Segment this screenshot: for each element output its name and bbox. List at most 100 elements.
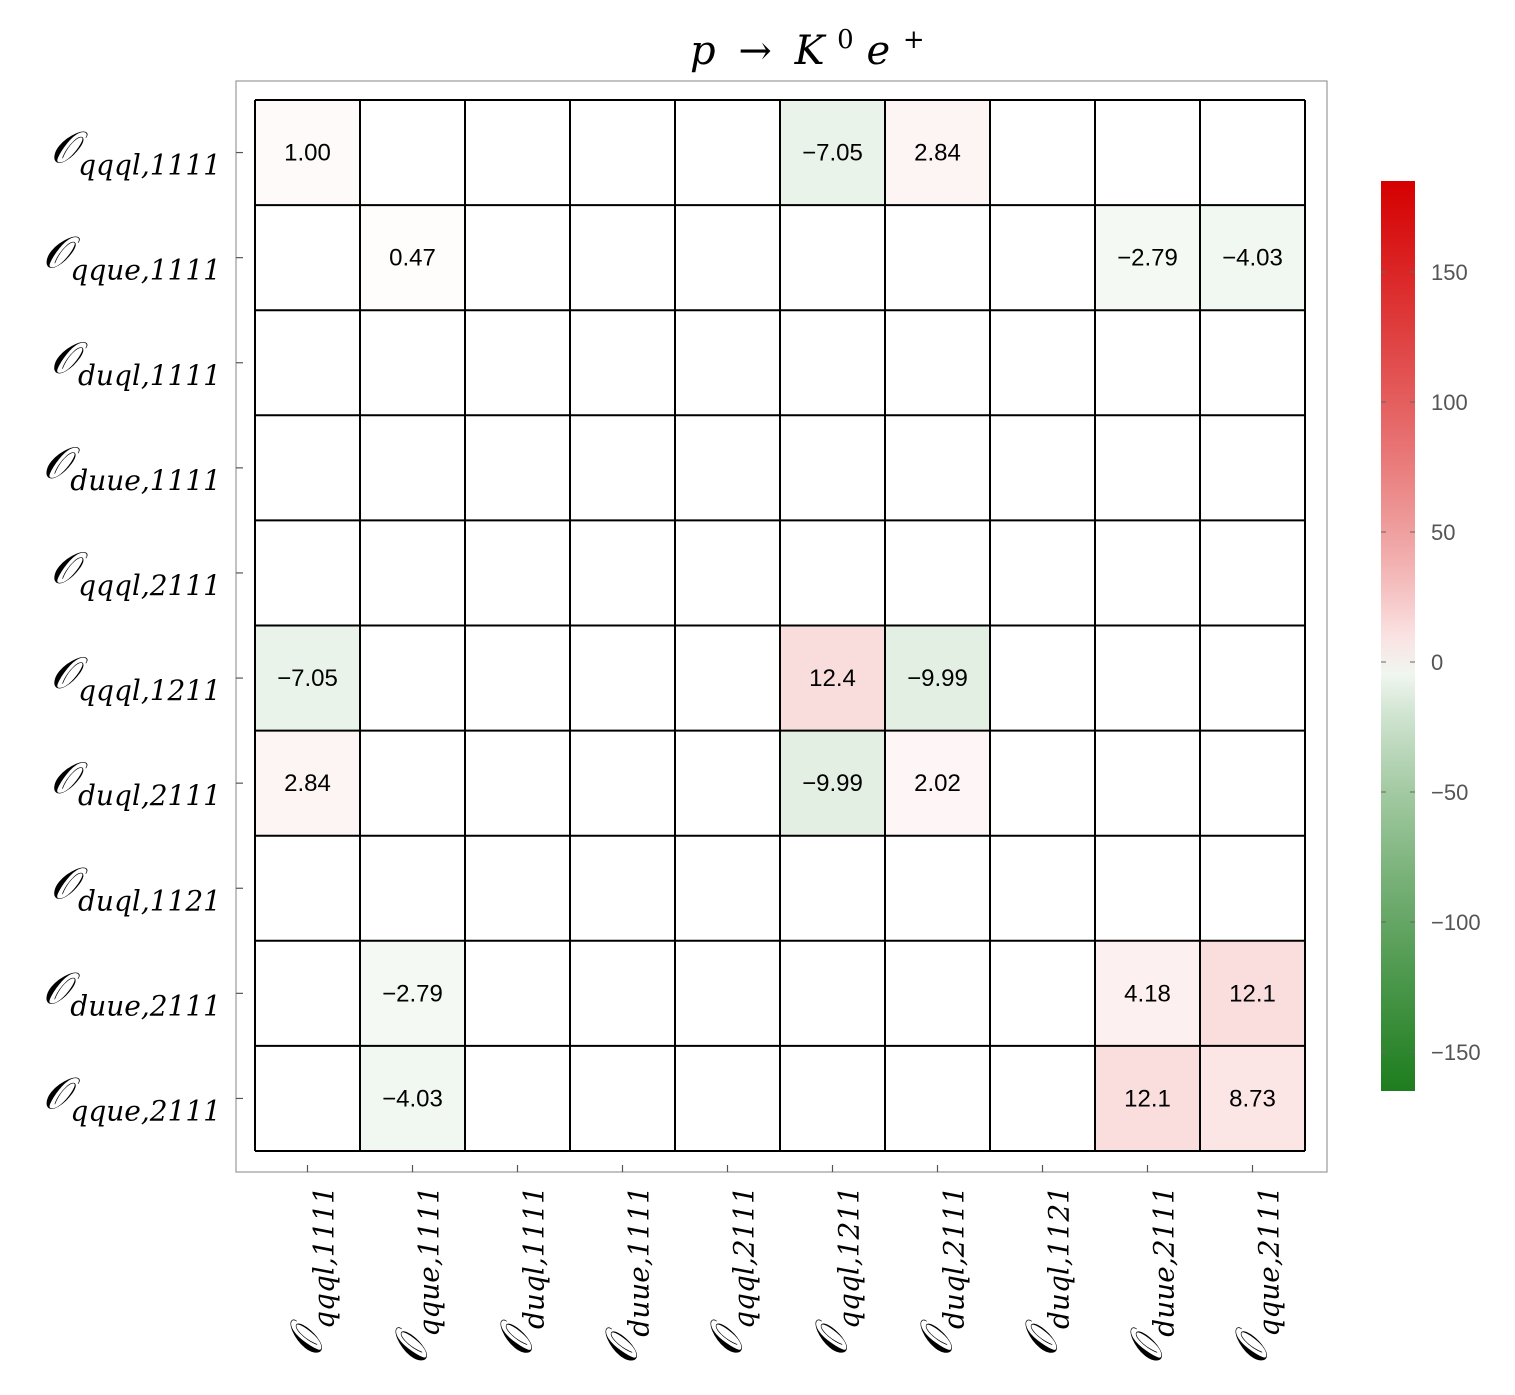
- column-label-subscript-1: qque,1111: [413, 1186, 446, 1337]
- column-label-subscript-5: qqql,1211: [833, 1186, 866, 1329]
- colorbar-tick-label-1: 100: [1431, 390, 1468, 415]
- cell-value-5-0: −7.05: [277, 665, 338, 692]
- column-label-subscript-9: qque,2111: [1253, 1186, 1286, 1337]
- heatmap-cell-8-1: [360, 940, 465, 1046]
- column-label-subscript-3: duue,1111: [623, 1186, 656, 1337]
- row-label-5: 𝒪qqql,1211: [50, 648, 221, 707]
- column-label-5: 𝒪qqql,1211: [807, 1186, 866, 1357]
- column-label-4: 𝒪qqql,2111: [702, 1186, 761, 1357]
- row-label-subscript-5: qqql,1211: [78, 674, 221, 707]
- cell-value-8-1: −2.79: [382, 980, 443, 1007]
- column-labels: 𝒪qqql,1111 𝒪qque,1111 𝒪duql,1111 𝒪duue,1111…: [282, 1186, 1286, 1364]
- colorbar: 150 100 50 0 −50 −100 −150: [1381, 181, 1481, 1091]
- column-label-7: 𝒪duql,1121: [1017, 1186, 1076, 1357]
- heatmap-cell-0-5: [780, 100, 885, 206]
- row-label-subscript-1: qque,1111: [70, 254, 221, 287]
- cell-value-0-5: −7.05: [802, 140, 863, 167]
- row-label-0: 𝒪qqql,1111: [50, 123, 221, 182]
- row-label-subscript-8: duue,2111: [70, 989, 221, 1022]
- row-label-8: 𝒪duue,2111: [43, 963, 221, 1022]
- cell-value-6-0: 2.84: [284, 770, 331, 797]
- cell-value-6-5: −9.99: [802, 770, 863, 797]
- row-label-9: 𝒪qque,2111: [43, 1068, 221, 1127]
- row-label-1: 𝒪qque,1111: [43, 228, 221, 287]
- column-label-text-2: 𝒪duql,1111: [492, 1186, 551, 1357]
- column-label-text-9: 𝒪qque,2111: [1227, 1186, 1286, 1364]
- cell-value-9-9: 8.73: [1229, 1085, 1276, 1112]
- cell-value-5-6: −9.99: [907, 665, 968, 692]
- column-label-1: 𝒪qque,1111: [387, 1186, 446, 1364]
- colorbar-tick-label-6: −150: [1431, 1040, 1481, 1065]
- column-label-2: 𝒪duql,1111: [492, 1186, 551, 1357]
- axis-ticks: [236, 151, 1254, 1172]
- colorbar-tick-label-4: −50: [1431, 780, 1468, 805]
- cell-value-1-8: −2.79: [1117, 245, 1178, 272]
- title-e-superscript: +: [903, 25, 925, 55]
- row-label-subscript-4: qqql,2111: [78, 569, 221, 602]
- column-label-subscript-4: qqql,2111: [728, 1186, 761, 1329]
- cell-value-1-1: 0.47: [389, 245, 436, 272]
- column-label-6: 𝒪duql,2111: [912, 1186, 971, 1357]
- colorbar-tick-label-0: 150: [1431, 260, 1468, 285]
- heatmap-cell-1-1: [360, 205, 465, 311]
- heatmap-cell-6-5: [780, 730, 885, 836]
- heatmap-cell-6-6: [885, 730, 990, 836]
- row-label-subscript-6: duql,2111: [78, 779, 221, 812]
- column-label-text-4: 𝒪qqql,2111: [702, 1186, 761, 1357]
- column-label-subscript-6: duql,2111: [938, 1186, 971, 1329]
- heatmap-cell-5-6: [885, 625, 990, 731]
- row-label-6: 𝒪duql,2111: [50, 753, 221, 812]
- row-label-subscript-2: duql,1111: [78, 359, 221, 392]
- cell-value-0-6: 2.84: [914, 140, 961, 167]
- column-label-9: 𝒪qque,2111: [1227, 1186, 1286, 1364]
- column-label-0: 𝒪qqql,1111: [282, 1186, 341, 1357]
- plot-frame: [235, 80, 1328, 1173]
- row-label-4: 𝒪qqql,2111: [50, 543, 221, 602]
- row-label-7: 𝒪duql,1121: [50, 858, 221, 917]
- column-label-text-7: 𝒪duql,1121: [1017, 1186, 1076, 1357]
- heatmap-cell-1-8: [1095, 205, 1200, 311]
- cell-value-8-9: 12.1: [1229, 980, 1276, 1007]
- cell-value-1-9: −4.03: [1222, 245, 1283, 272]
- colorbar-ticks: 150 100 50 0 −50 −100 −150: [1381, 260, 1481, 1065]
- row-label-2: 𝒪duql,1111: [50, 333, 221, 392]
- cell-value-6-6: 2.02: [914, 770, 961, 797]
- heatmap-cell-1-9: [1200, 205, 1305, 311]
- svg-text:p → K 0: p → K 0 e +: [690, 12, 925, 74]
- cell-value-8-8: 4.18: [1124, 980, 1171, 1007]
- cell-value-9-1: −4.03: [382, 1085, 443, 1112]
- colorbar-gradient: [1381, 181, 1415, 1091]
- column-label-text-1: 𝒪qque,1111: [387, 1186, 446, 1364]
- heatmap-cell-6-0: [255, 730, 360, 836]
- cell-value-5-5: 12.4: [809, 665, 856, 692]
- column-label-text-5: 𝒪qqql,1211: [807, 1186, 866, 1357]
- title-K-superscript: 0: [837, 25, 854, 55]
- row-label-subscript-9: qque,2111: [70, 1094, 221, 1127]
- heatmap-cell-5-5: [780, 625, 885, 731]
- heatmap-cell-0-6: [885, 100, 990, 206]
- column-label-subscript-0: qqql,1111: [308, 1186, 341, 1329]
- heatmap-cells: [255, 100, 1305, 1151]
- cell-value-0-0: 1.00: [284, 140, 331, 167]
- cell-value-labels: 1.00 −7.05 2.84 0.47 −2.79 −4.03 −7.05 12.4 −9.9…: [277, 140, 1283, 1113]
- chart-title: p → K 0 e +: [690, 12, 925, 74]
- heatmap-cell-5-0: [255, 625, 360, 731]
- column-label-text-3: 𝒪duue,1111: [597, 1186, 656, 1364]
- heatmap-grid: [254, 99, 1306, 1152]
- column-label-text-0: 𝒪qqql,1111: [282, 1186, 341, 1357]
- column-label-subscript-7: duql,1121: [1043, 1186, 1076, 1329]
- colorbar-tick-label-2: 50: [1431, 520, 1455, 545]
- column-label-subscript-2: duql,1111: [518, 1186, 551, 1329]
- row-label-subscript-3: duue,1111: [70, 464, 221, 497]
- row-label-subscript-0: qqql,1111: [78, 149, 221, 182]
- row-labels: 𝒪qqql,1111 𝒪qque,1111 𝒪duql,1111 𝒪duue,1111…: [43, 123, 221, 1128]
- heatmap-cell-9-8: [1095, 1045, 1200, 1151]
- row-label-3: 𝒪duue,1111: [43, 438, 221, 497]
- colorbar-tick-label-5: −100: [1431, 910, 1481, 935]
- column-label-8: 𝒪duue,2111: [1122, 1186, 1181, 1364]
- column-label-text-8: 𝒪duue,2111: [1122, 1186, 1181, 1364]
- title-p: p: [690, 28, 716, 74]
- heatmap-cell-0-0: [255, 100, 360, 206]
- colorbar-tick-label-3: 0: [1431, 650, 1443, 675]
